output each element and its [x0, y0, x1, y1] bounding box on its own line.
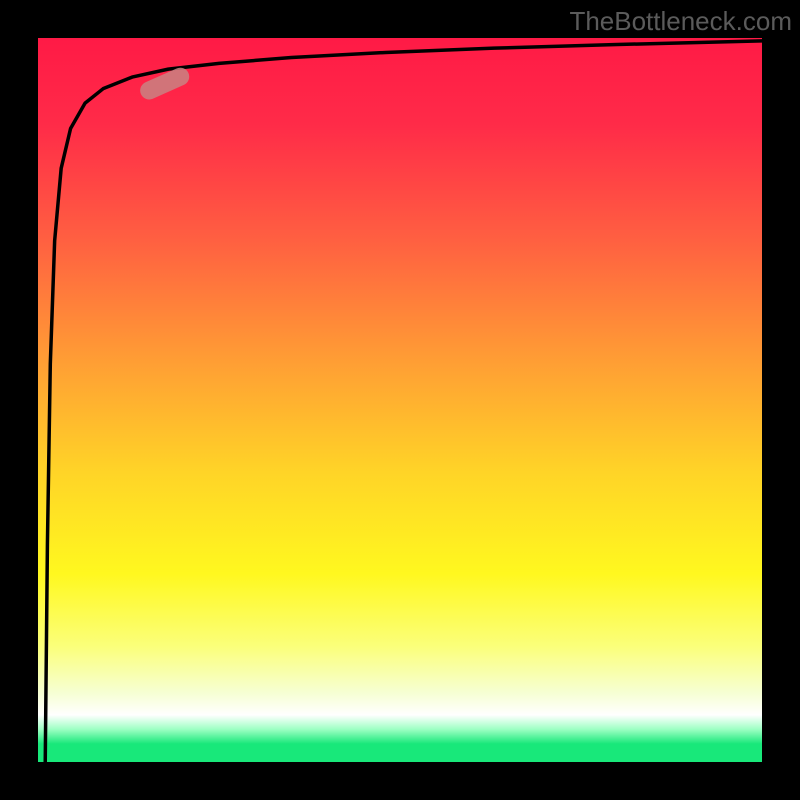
watermark-label: TheBottleneck.com [569, 6, 792, 37]
bottleneck-curve [45, 41, 762, 762]
bottleneck-chart: TheBottleneck.com [0, 0, 800, 800]
chart-curve-overlay [0, 0, 800, 800]
